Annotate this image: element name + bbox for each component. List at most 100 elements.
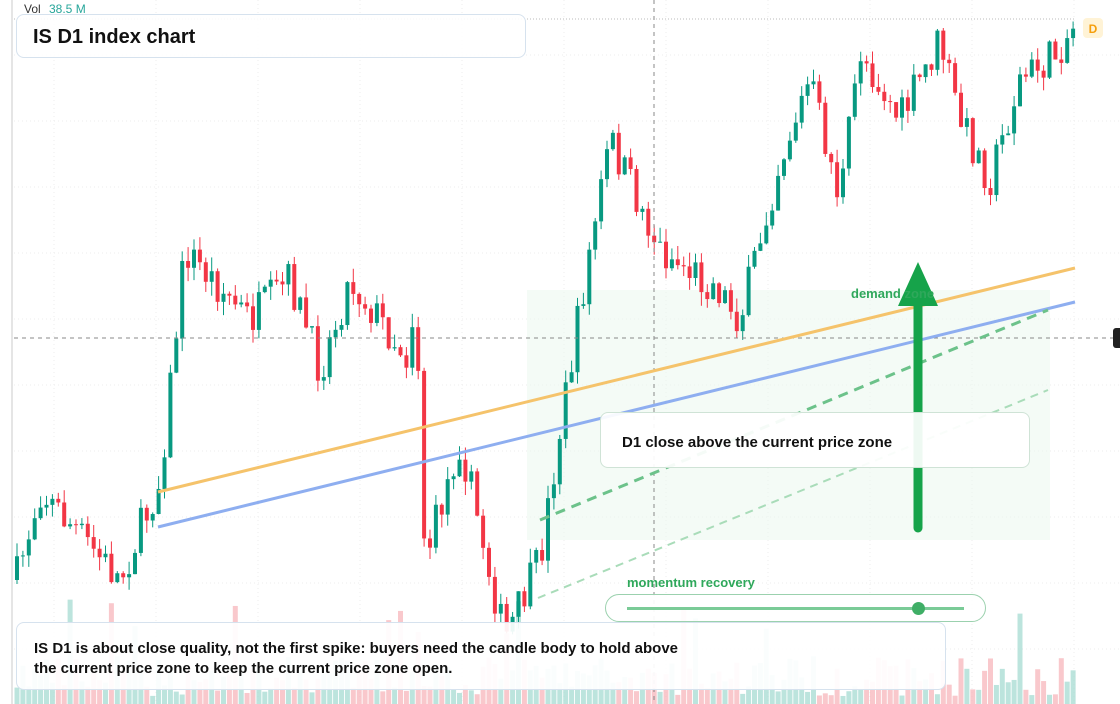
candle xyxy=(221,293,226,302)
slider-knob[interactable] xyxy=(912,602,925,615)
slider-track xyxy=(627,607,964,610)
volume-bar xyxy=(97,680,103,704)
candle xyxy=(91,537,96,549)
volume-bar xyxy=(858,688,864,704)
volume-bar xyxy=(775,691,781,704)
candle xyxy=(876,87,881,92)
volume-bar xyxy=(392,687,398,704)
candle xyxy=(268,279,273,287)
candle xyxy=(717,283,722,304)
candle xyxy=(516,591,521,617)
caption: IS D1 is about close quality, not the fi… xyxy=(34,640,679,677)
volume-bar xyxy=(1041,681,1047,704)
candle xyxy=(233,295,238,305)
volume-bar xyxy=(1005,682,1011,704)
volume-bar xyxy=(309,692,315,704)
volume-bar xyxy=(474,694,480,704)
volume-bar xyxy=(350,687,356,704)
candle xyxy=(209,271,214,282)
volume-bar xyxy=(799,677,805,704)
candle xyxy=(168,372,173,458)
candle xyxy=(357,293,362,305)
candle xyxy=(976,150,981,164)
volume-bar xyxy=(451,689,457,704)
candle xyxy=(380,303,385,318)
candle xyxy=(782,159,786,176)
volume-bar xyxy=(999,668,1005,704)
candle xyxy=(1006,133,1011,136)
candle xyxy=(481,515,486,548)
volume-bar xyxy=(144,686,150,704)
volume-bar xyxy=(203,679,209,704)
volume-bar xyxy=(427,686,433,704)
candle xyxy=(38,507,43,519)
volume-bar xyxy=(268,688,274,704)
volume-bar xyxy=(221,676,226,704)
candle xyxy=(546,498,550,561)
candle xyxy=(540,550,545,561)
candle xyxy=(699,262,704,293)
candle xyxy=(622,157,627,175)
candle xyxy=(846,116,851,169)
candle xyxy=(563,382,568,439)
candle xyxy=(728,290,733,312)
candle xyxy=(44,504,49,508)
candle xyxy=(292,264,297,310)
candle xyxy=(150,514,155,521)
candle xyxy=(734,311,739,332)
candle xyxy=(203,262,208,282)
candle xyxy=(693,262,698,278)
candle xyxy=(174,338,179,373)
candle xyxy=(315,326,320,381)
volume-bar xyxy=(14,687,20,704)
volume-bar xyxy=(616,682,622,704)
zone-label: demand zone xyxy=(851,286,934,301)
volume-bar xyxy=(628,677,634,704)
candle xyxy=(970,118,975,164)
volume-bar xyxy=(610,682,616,704)
edge-icon xyxy=(1113,328,1120,348)
volume-bar xyxy=(622,676,628,704)
volume-bar xyxy=(982,670,988,704)
volume-bar xyxy=(557,683,563,704)
candle xyxy=(640,208,645,212)
candle xyxy=(770,210,775,226)
volume-bar xyxy=(1023,689,1029,704)
candle xyxy=(935,30,940,70)
candle xyxy=(610,132,615,150)
volume-bar xyxy=(280,680,285,704)
candle xyxy=(888,101,893,103)
candle xyxy=(776,175,781,211)
volume-bar xyxy=(79,681,85,704)
candle xyxy=(823,102,828,154)
volume-bar xyxy=(993,684,999,704)
volume-bar xyxy=(315,678,321,704)
candle xyxy=(62,502,67,527)
candle xyxy=(227,293,232,296)
volume-bar xyxy=(262,691,268,704)
candle xyxy=(1041,70,1046,78)
title: IS D1 index chart xyxy=(33,26,196,48)
candle xyxy=(274,279,279,282)
candle xyxy=(392,347,397,349)
volume-bar xyxy=(657,691,663,704)
volume-bar xyxy=(1011,679,1017,704)
candles xyxy=(15,21,1076,635)
candle xyxy=(97,548,102,558)
candle xyxy=(32,518,37,540)
volume-bar xyxy=(274,677,280,704)
volume-bar xyxy=(162,685,167,704)
candle xyxy=(162,457,167,489)
candle xyxy=(705,292,710,300)
candle xyxy=(658,241,663,243)
candle xyxy=(817,81,822,103)
badge-bg xyxy=(1083,18,1103,38)
candle xyxy=(994,144,999,196)
badge: D xyxy=(1089,22,1098,36)
candle xyxy=(917,74,922,78)
slider[interactable] xyxy=(605,594,986,622)
candle xyxy=(15,556,19,580)
candle xyxy=(664,241,668,269)
volume-bar xyxy=(403,690,409,704)
candle xyxy=(858,61,863,84)
